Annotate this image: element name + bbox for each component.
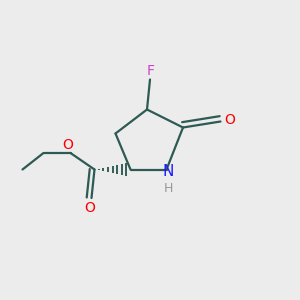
Text: O: O: [224, 113, 235, 127]
Text: F: F: [147, 64, 155, 78]
Text: O: O: [85, 201, 95, 214]
Text: N: N: [162, 164, 174, 178]
Text: H: H: [163, 182, 173, 195]
Text: O: O: [63, 138, 74, 152]
